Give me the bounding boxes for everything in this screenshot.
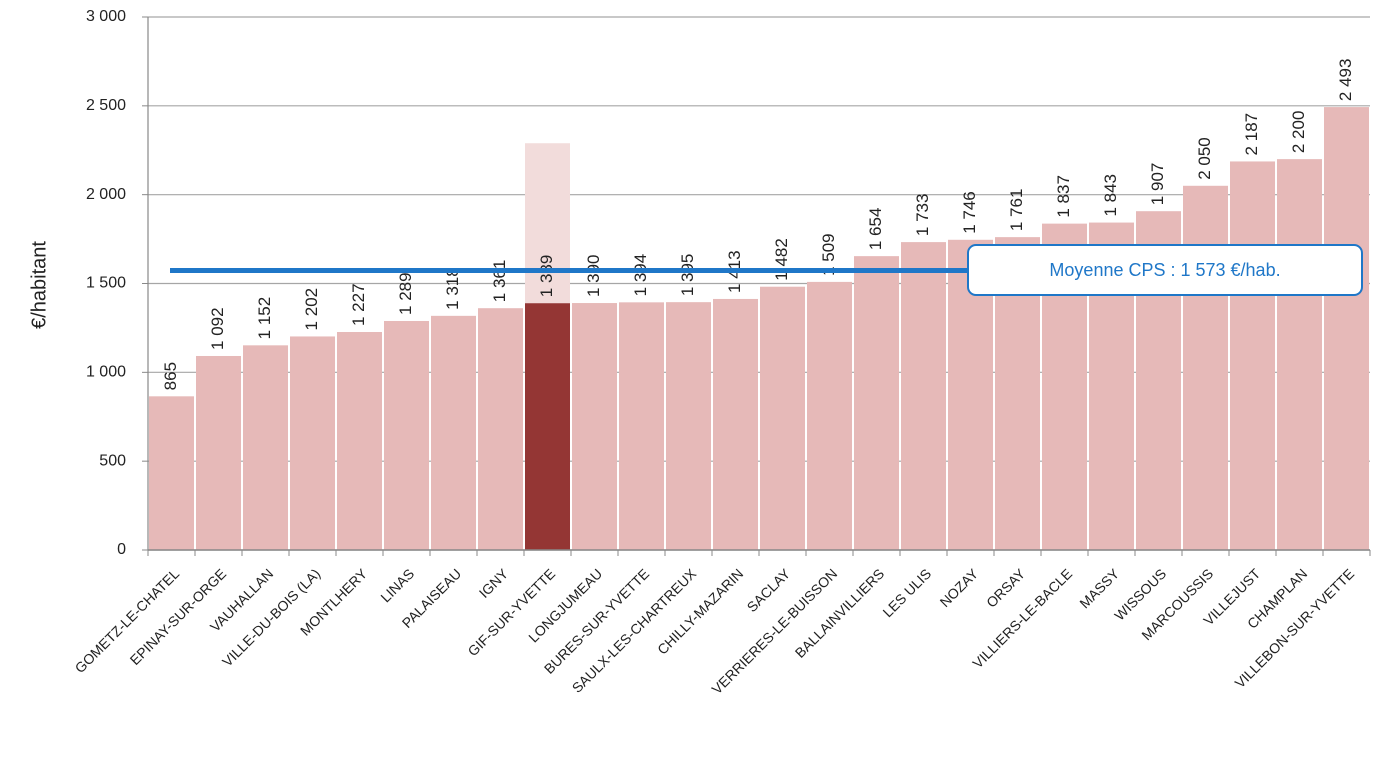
bar [290, 336, 335, 550]
value-label: 1 843 [1101, 174, 1120, 217]
value-label: 1 394 [631, 254, 650, 297]
value-label: 2 187 [1242, 113, 1261, 156]
bar [196, 355, 241, 550]
value-label: 2 493 [1336, 59, 1355, 102]
bar [901, 242, 946, 550]
bar [431, 315, 476, 550]
y-tick-label: 1 500 [86, 275, 126, 292]
bar [149, 396, 194, 550]
value-label: 1 907 [1148, 163, 1167, 206]
value-label: 1 509 [819, 233, 838, 276]
value-label: 1 092 [208, 307, 227, 350]
bar [243, 345, 288, 550]
value-label: 1 733 [913, 194, 932, 237]
y-tick-label: 2 500 [86, 97, 126, 114]
value-label: 1 654 [866, 208, 885, 251]
y-tick-label: 2 000 [86, 186, 126, 203]
bar [384, 320, 429, 550]
value-label: 1 227 [349, 283, 368, 326]
bar [1324, 107, 1369, 551]
x-tick-label: BALLAINVILLIERS [792, 565, 888, 661]
value-label: 1 361 [490, 260, 509, 303]
bar [760, 286, 805, 550]
value-label: 1 395 [678, 254, 697, 297]
bar [666, 302, 711, 550]
x-tick-label: LINAS [377, 565, 417, 605]
x-tick-label: LES ULIS [879, 565, 934, 620]
value-label: 1 390 [584, 254, 603, 297]
value-label: 1 482 [772, 238, 791, 281]
bar [1230, 161, 1275, 550]
value-label: 2 200 [1289, 111, 1308, 154]
y-tick-label: 3 000 [86, 8, 126, 25]
bar [807, 281, 852, 550]
value-label: 1 746 [960, 191, 979, 234]
value-label: 1 837 [1054, 175, 1073, 218]
y-tick-label: 0 [117, 541, 126, 558]
y-tick-label: 500 [99, 452, 126, 469]
value-label: 1 389 [537, 255, 556, 298]
value-label: 865 [161, 362, 180, 390]
x-tick-label: MASSY [1076, 565, 1122, 611]
x-tick-label: ORSAY [983, 565, 1029, 611]
bar [1183, 185, 1228, 551]
x-tick-label: CHILLY-MAZARIN [654, 565, 746, 657]
bar [572, 303, 617, 550]
bar [619, 302, 664, 550]
label-highlight [525, 143, 570, 304]
average-label: Moyenne CPS : 1 573 €/hab. [1049, 260, 1280, 280]
value-label: 1 318 [443, 267, 462, 310]
value-label: 1 202 [302, 288, 321, 331]
x-tick-label: IGNY [476, 565, 512, 601]
value-label: 1 289 [396, 272, 415, 315]
bar [525, 303, 570, 550]
y-tick-label: 1 000 [86, 364, 126, 381]
x-tick-label: GIF-SUR-YVETTE [464, 565, 558, 659]
bar [1277, 159, 1322, 550]
bar [337, 332, 382, 550]
value-label: 2 050 [1195, 137, 1214, 180]
value-label: 1 761 [1007, 189, 1026, 232]
x-tick-label: NOZAY [937, 565, 982, 610]
bar [478, 308, 523, 550]
value-label: 1 152 [255, 297, 274, 340]
bar [854, 256, 899, 550]
y-axis-label: €/habitant [28, 241, 50, 329]
bar [713, 298, 758, 550]
average-box [967, 244, 1363, 296]
